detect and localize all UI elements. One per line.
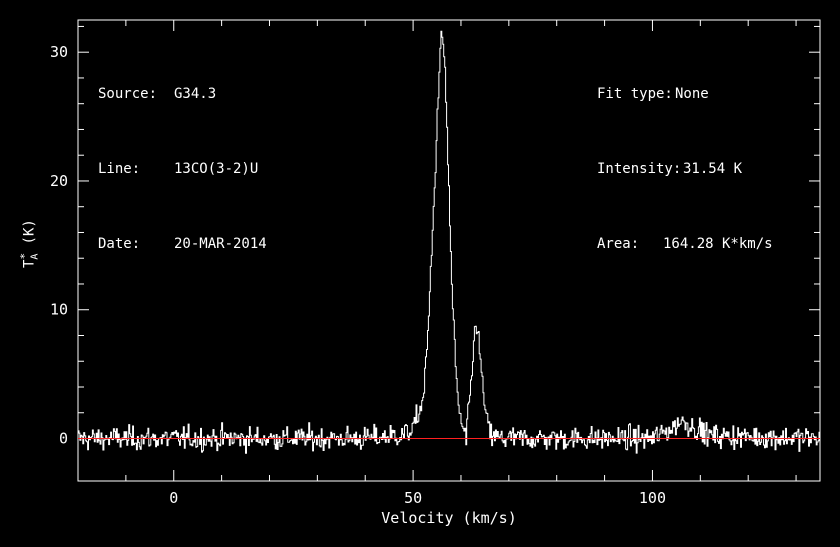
fit-type-label: Fit type: bbox=[597, 86, 673, 102]
area-label: Area: bbox=[597, 236, 640, 252]
observation-info: Source: G34.3 Line: 13CO(3-2)U Date: 20-MAR… bbox=[98, 32, 267, 282]
fit-type-value: None bbox=[675, 86, 709, 102]
spectrum-line bbox=[78, 30, 820, 454]
y-tick-label: 20 bbox=[50, 172, 68, 190]
y-tick-label: 30 bbox=[50, 43, 68, 61]
axis-ticks bbox=[77, 20, 820, 481]
area-value: 164.28 K*km/s bbox=[663, 236, 773, 252]
source-label: Source: bbox=[98, 86, 158, 102]
date-label: Date: bbox=[98, 236, 141, 252]
x-tick-label: 100 bbox=[639, 489, 666, 507]
y-tick-label: 0 bbox=[59, 430, 68, 448]
line-label: Line: bbox=[98, 161, 141, 177]
date-value: 20-MAR-2014 bbox=[174, 236, 267, 252]
intensity-value: 31.54 K bbox=[683, 161, 743, 177]
y-tick-label: 10 bbox=[50, 301, 68, 319]
plot-frame bbox=[77, 19, 821, 482]
fit-info: Fit type: None Intensity: 31.54 K Area: 164… bbox=[597, 32, 773, 282]
x-tick-label: 0 bbox=[169, 489, 178, 507]
tick-labels: 0 50 100 0 10 20 30 bbox=[50, 43, 666, 507]
x-axis-label: Velocity (km/s) bbox=[381, 509, 517, 527]
series-group bbox=[78, 30, 820, 454]
x-tick-label: 50 bbox=[404, 489, 422, 507]
intensity-label: Intensity: bbox=[597, 161, 682, 177]
line-value: 13CO(3-2)U bbox=[174, 161, 259, 177]
source-value: G34.3 bbox=[174, 86, 217, 102]
y-axis-label-text: TA* (K) bbox=[18, 219, 41, 268]
